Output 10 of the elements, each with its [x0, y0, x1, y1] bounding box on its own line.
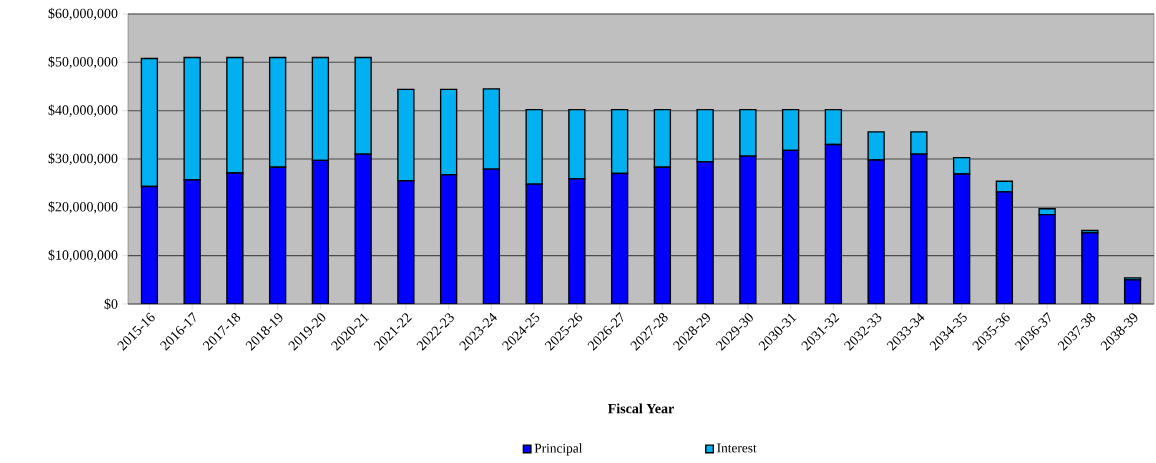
- y-tick-label: $60,000,000: [48, 7, 118, 21]
- x-axis-title: Fiscal Year: [608, 403, 674, 414]
- y-tick-label: $10,000,000: [48, 249, 118, 262]
- y-tick-label: $40,000,000: [48, 104, 118, 117]
- legend-label: Principal: [534, 443, 583, 456]
- legend-label: Interest: [717, 443, 757, 453]
- y-tick-label: $0: [104, 298, 118, 310]
- y-tick-label: $30,000,000: [48, 152, 118, 166]
- y-tick-label: $20,000,000: [48, 201, 118, 214]
- y-tick-label: $50,000,000: [48, 56, 118, 69]
